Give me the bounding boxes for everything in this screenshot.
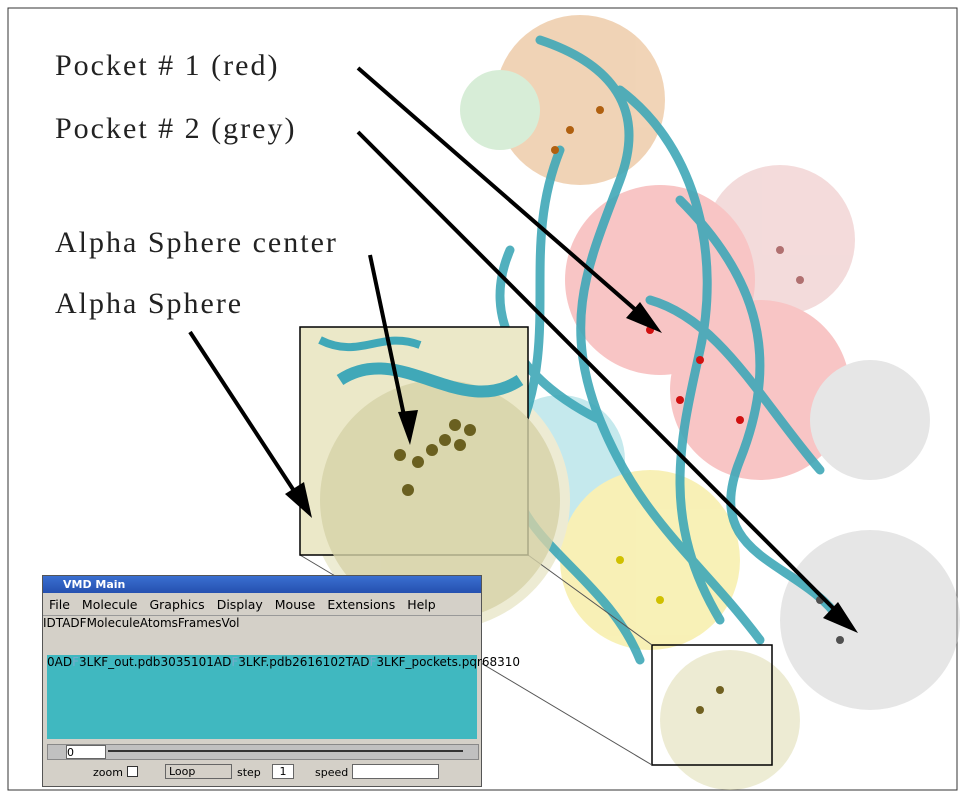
step-field[interactable]: 1: [272, 764, 294, 779]
slider-track: [108, 750, 463, 752]
menu-item[interactable]: Molecule: [76, 593, 144, 615]
list-cell[interactable]: D: [222, 655, 231, 669]
annotation: Alpha Sphere center: [55, 226, 338, 259]
list-cell[interactable]: 2616: [292, 655, 323, 669]
controls: zoom Loop step 1 speed: [47, 763, 477, 781]
column-header[interactable]: D: [70, 616, 79, 630]
annotation: Pocket # 2 (grey): [55, 112, 296, 145]
list-cell[interactable]: A: [214, 655, 222, 669]
window-title: VMD Main: [43, 576, 481, 593]
list-cell[interactable]: A: [352, 655, 360, 669]
column-header[interactable]: F: [80, 616, 87, 630]
list-header: IDTADFMoleculeAtomsFramesVol: [43, 616, 481, 630]
step-label: step: [237, 766, 261, 779]
column-header[interactable]: ID: [43, 616, 56, 630]
list-cell[interactable]: 3LKF_pockets.pqr: [376, 655, 482, 669]
speed-slider[interactable]: [352, 764, 439, 779]
list-cell[interactable]: 3035: [160, 655, 191, 669]
molecule-list: 0ADF3LKF_out.pdb3035101ADF3LKF.pdb261610…: [47, 655, 477, 739]
list-cell[interactable]: 3LKF_out.pdb: [79, 655, 160, 669]
list-cell[interactable]: A: [55, 655, 63, 669]
annotation: Alpha Sphere: [55, 287, 243, 320]
frame-slider[interactable]: 0: [47, 744, 479, 760]
annotation: Pocket # 1 (red): [55, 49, 279, 82]
list-cell[interactable]: F: [72, 655, 79, 669]
figure: Pocket # 1 (red) Pocket # 2 (grey) Alpha…: [0, 0, 964, 798]
list-cell[interactable]: 1: [191, 655, 199, 669]
column-header[interactable]: Molecule: [87, 616, 140, 630]
menu-item[interactable]: Display: [211, 593, 269, 615]
list-cell[interactable]: 0: [330, 655, 338, 669]
menu-item[interactable]: Mouse: [269, 593, 322, 615]
menu-item[interactable]: Extensions: [321, 593, 401, 615]
list-cell[interactable]: 683: [482, 655, 505, 669]
zoom-label: zoom: [93, 766, 123, 779]
speed-label: speed: [315, 766, 348, 779]
list-cell[interactable]: 2: [338, 655, 346, 669]
list-cell[interactable]: 0: [47, 655, 55, 669]
list-cell[interactable]: 3LKF.pdb: [238, 655, 292, 669]
column-header[interactable]: Atoms: [140, 616, 178, 630]
loop-select[interactable]: Loop: [165, 764, 232, 779]
list-cell[interactable]: 0: [512, 655, 520, 669]
column-header[interactable]: Vol: [222, 616, 240, 630]
menu-item[interactable]: File: [43, 593, 76, 615]
list-cell[interactable]: 1: [206, 655, 214, 669]
frame-field[interactable]: 0: [66, 745, 106, 759]
menu-item[interactable]: Graphics: [143, 593, 210, 615]
column-header[interactable]: Frames: [178, 616, 222, 630]
list-cell[interactable]: D: [63, 655, 72, 669]
menu-item[interactable]: Help: [401, 593, 442, 615]
zoom-checkbox[interactable]: [127, 766, 138, 777]
